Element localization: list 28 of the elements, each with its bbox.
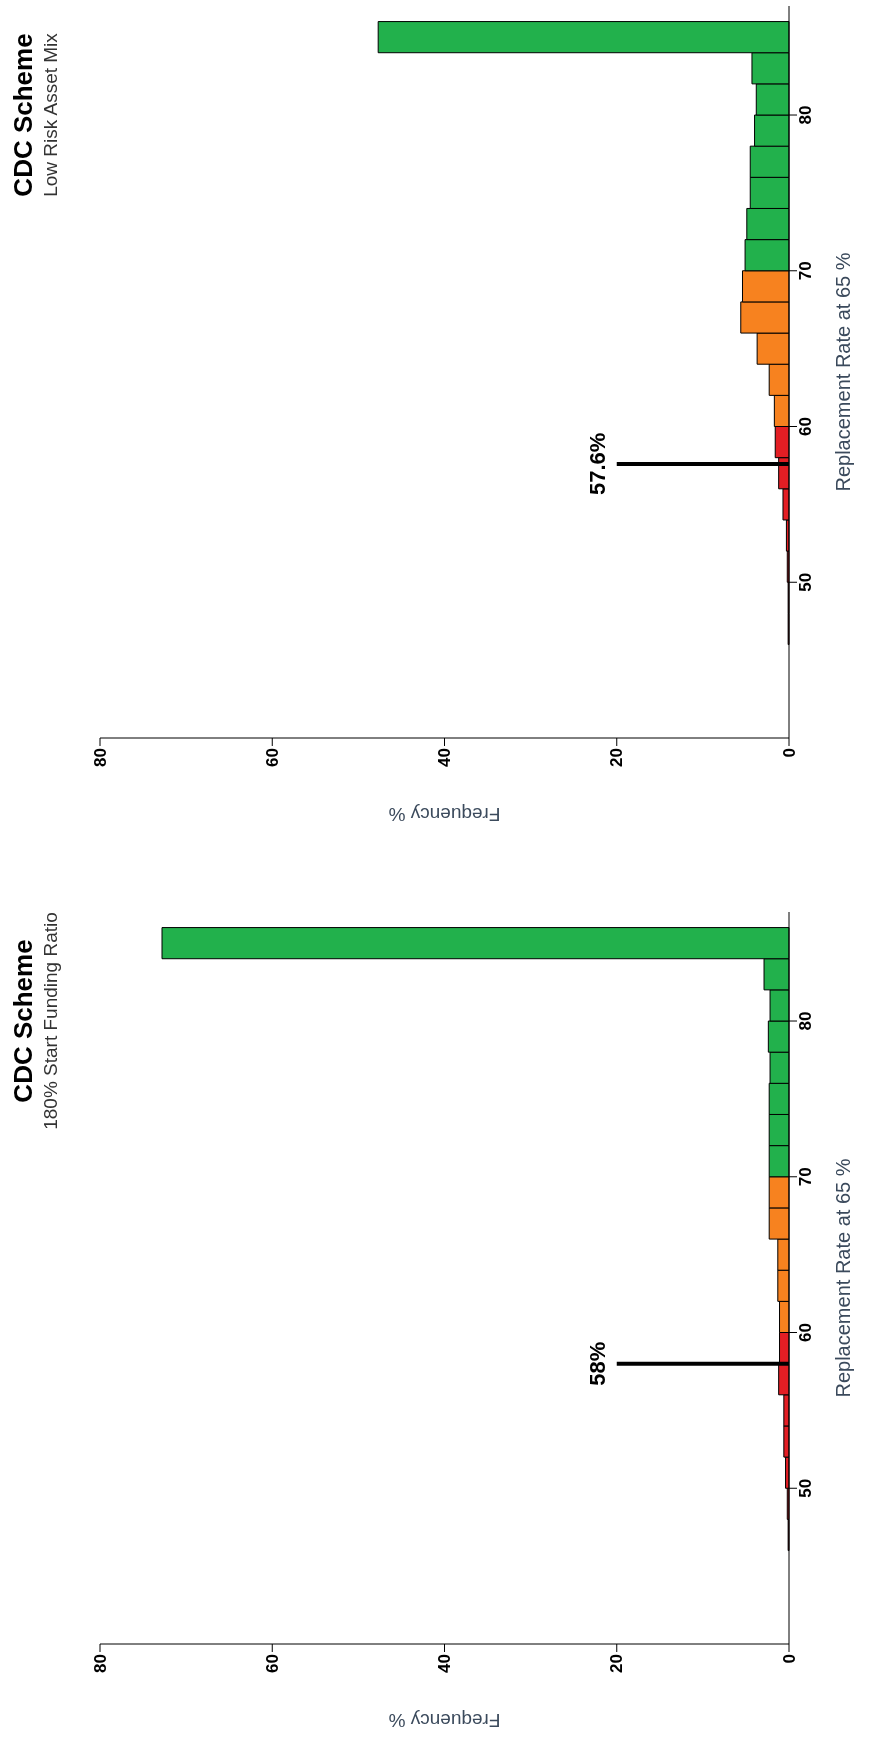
text: CDC Scheme (7, 938, 39, 1105)
y-tick-label: 50 (796, 572, 815, 592)
x-axis-title: Frequency % (388, 1709, 501, 1731)
y-tick-label: 60 (796, 417, 815, 436)
y-axis-title: Replacement Rate at 65 % (832, 252, 854, 492)
x-tick-label: 40 (435, 748, 454, 767)
y-tick-label: 70 (796, 261, 815, 281)
x-tick-label: 60 (262, 1654, 282, 1673)
x-tick-label: 0 (779, 1654, 799, 1664)
y-tick-label: 80 (796, 1011, 815, 1031)
text: 180% Start Funding Ratio (39, 911, 62, 1132)
y-axis-title: Replacement Rate at 65 % (832, 1158, 854, 1398)
y-tick-label: 70 (796, 1167, 815, 1187)
x-tick-label: 20 (607, 748, 627, 767)
ref-line-label: 57.6% (584, 432, 610, 496)
x-tick-label: 20 (607, 1654, 627, 1673)
y-tick-label: 50 (796, 1478, 815, 1498)
x-tick-label: 0 (779, 748, 799, 758)
text: CDC Scheme (7, 32, 39, 199)
x-tick-label: 60 (262, 748, 282, 767)
x-axis-title: Frequency % (388, 803, 501, 825)
x-tick-label: 80 (90, 748, 110, 767)
x-tick-label: 40 (435, 1654, 454, 1673)
x-tick-label: 80 (90, 1654, 110, 1673)
y-tick-label: 60 (796, 1323, 815, 1342)
y-tick-label: 80 (796, 105, 815, 125)
ref-line-label: 58% (584, 1341, 610, 1386)
text: Low Risk Asset Mix (39, 32, 62, 199)
